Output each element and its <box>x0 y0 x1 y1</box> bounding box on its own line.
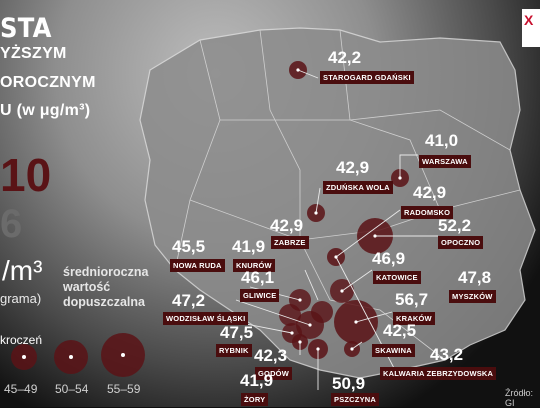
city-value: 47,8 <box>458 268 492 287</box>
norm-line-1: średnioroczna <box>63 265 149 279</box>
city-value: 42,9 <box>413 183 447 202</box>
logo-icon: X <box>524 12 534 28</box>
city-value: 46,1 <box>241 268 275 287</box>
city-tag: PSZCZYNA <box>331 393 380 406</box>
city-value: 41,9 <box>232 237 266 256</box>
city-tag: KNURÓW <box>233 259 275 272</box>
header-title: STA <box>0 13 52 44</box>
city-value: 42,9 <box>270 216 304 235</box>
city-value: 41,0 <box>425 131 459 150</box>
city-tag: RYBNIK <box>216 344 252 357</box>
city-value: 50,9 <box>332 374 366 393</box>
city-value: 43,2 <box>430 345 464 364</box>
header-line-1: YŻSZYM <box>0 45 67 62</box>
unit-sub: grama) <box>0 291 42 306</box>
city-tag: MYSZKÓW <box>449 290 496 303</box>
city-value: 41,9 <box>240 371 274 390</box>
city-tag: KATOWICE <box>373 271 421 284</box>
city-tag: STAROGARD GDAŃSKI <box>320 71 414 84</box>
city-value: 45,5 <box>172 237 206 256</box>
city-tag: NOWA RUDA <box>170 259 225 272</box>
city-value: 56,7 <box>395 290 429 309</box>
city-value: 47,2 <box>172 291 206 310</box>
city-tag: SKAWINA <box>372 344 415 357</box>
city-tag: ZABRZE <box>271 236 309 249</box>
city-tag: GLIWICE <box>240 289 280 302</box>
norm-text: średnioroczna wartość dopuszczalna <box>63 265 148 310</box>
header-line-3: U (w μg/m³) <box>0 102 91 119</box>
city-tag: GODÓW <box>255 367 292 380</box>
norm-line-3: dopuszczalna <box>63 295 145 309</box>
legend-circles <box>11 333 145 377</box>
city-tag: KALWARIA ZEBRZYDOWSKA <box>380 367 497 380</box>
city-value: 46,9 <box>372 249 406 268</box>
city-tag: KRAKÓW <box>393 312 435 325</box>
legend-label-1: 45–49 <box>4 382 38 396</box>
city-value: 42,5 <box>383 321 417 340</box>
legend-title: kroczeń <box>0 333 43 347</box>
logo-badge: X <box>522 9 540 47</box>
source-note: Źródło: GI <box>505 388 534 408</box>
legend-label-2: 50–54 <box>55 382 89 396</box>
header-line-2: OROCZNYM <box>0 74 96 91</box>
city-value: 42,3 <box>254 346 288 365</box>
city-value: 52,2 <box>438 216 472 235</box>
city-tag: RADOMSKO <box>401 206 454 219</box>
city-tag: OPOCZNO <box>438 236 484 249</box>
city-tag: WARSZAWA <box>419 155 471 168</box>
city-tag: ZDUŃSKA WOLA <box>323 181 393 194</box>
unit-label: /m³ <box>2 255 43 286</box>
city-value: 42,9 <box>336 158 370 177</box>
city-value: 42,2 <box>328 48 362 67</box>
stat-big-1: 10 <box>0 149 52 201</box>
norm-line-2: wartość <box>63 280 111 294</box>
city-value: 47,5 <box>220 323 254 342</box>
stat-big-2: 6 <box>0 202 23 246</box>
city-tag: ŻORY <box>241 393 269 406</box>
city-tag: WODZISŁAW ŚLĄSKI <box>163 312 249 325</box>
legend-label-3: 55–59 <box>107 382 141 396</box>
